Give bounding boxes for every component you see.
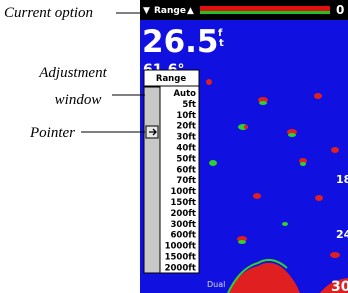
range-arrow: ▼ <box>143 6 150 16</box>
color-bar <box>200 6 330 11</box>
menu-item[interactable]: 10ft <box>176 111 196 121</box>
pointer-column <box>144 87 160 273</box>
depth-value: 26.5 <box>142 24 219 60</box>
figure: ▼ Range ▲ 0 26.5 f t 61.6° 18 24 30 Dual… <box>0 0 348 293</box>
callout-label: Current option <box>4 5 93 21</box>
menu-item[interactable]: 70ft <box>176 176 196 186</box>
menu-item[interactable]: 1500ft <box>165 253 196 263</box>
callout-label: Adjustment <box>38 65 107 81</box>
menu-item[interactable]: Auto <box>173 89 196 99</box>
menu-item[interactable]: 100ft <box>170 187 196 197</box>
menu-item[interactable]: 1000ft <box>165 242 196 252</box>
menu-item[interactable]: 60ft <box>176 165 196 175</box>
menu-title: Range <box>156 74 186 84</box>
scale-top: 0 <box>336 3 344 17</box>
menu-item[interactable]: 5ft <box>182 100 196 110</box>
scale-label: 24 <box>336 228 348 241</box>
scale-label: 30 <box>331 279 348 293</box>
current-option: Range <box>154 6 186 16</box>
menu-item[interactable]: 300ft <box>170 220 196 230</box>
menu-item[interactable]: 600ft <box>170 231 196 241</box>
range-arrow: ▲ <box>187 6 194 16</box>
menu-item[interactable]: 200ft <box>170 209 196 219</box>
depth-unit: t <box>219 38 224 49</box>
color-bar <box>200 11 330 14</box>
menu-item[interactable]: 40ft <box>176 144 196 154</box>
menu-item[interactable]: 20ft <box>176 122 196 132</box>
frequency: Dual <box>207 280 225 289</box>
menu-item[interactable]: 30ft <box>176 133 196 143</box>
menu-item[interactable]: 150ft <box>170 198 196 208</box>
menu-item[interactable]: 50ft <box>176 154 196 164</box>
menu-item[interactable]: 2000ft <box>165 263 196 273</box>
callout-label: window <box>55 92 102 108</box>
scale-label: 18 <box>336 173 348 186</box>
callout-label: Pointer <box>29 125 75 141</box>
